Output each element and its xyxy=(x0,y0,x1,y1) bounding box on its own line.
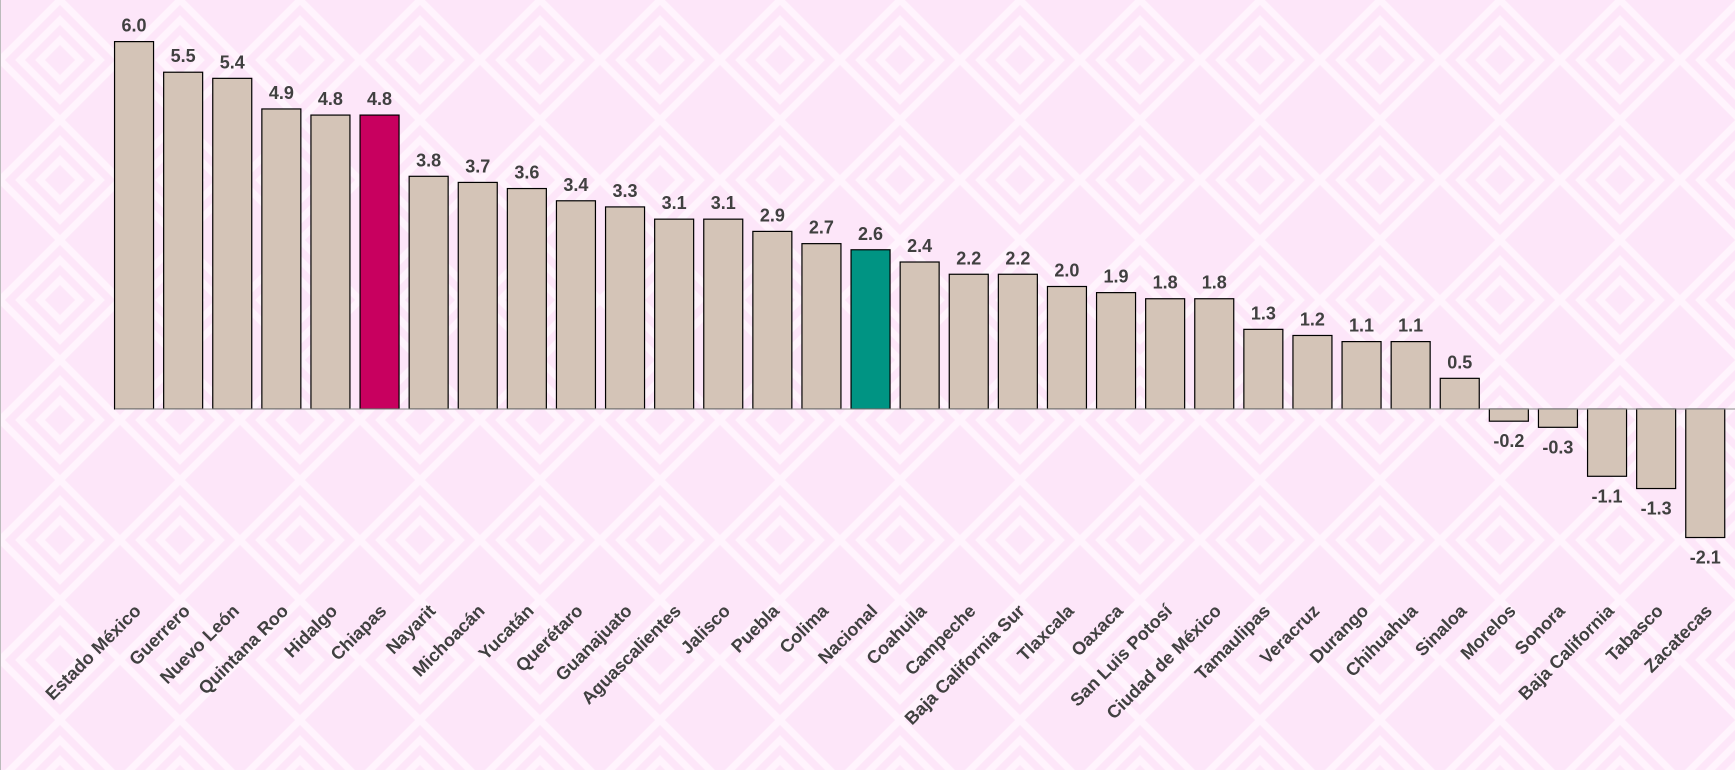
value-label: 2.0 xyxy=(1054,261,1079,281)
value-label: 3.4 xyxy=(563,175,588,195)
bar xyxy=(752,230,793,410)
value-label: 2.4 xyxy=(907,236,932,256)
bar xyxy=(555,200,597,410)
bar xyxy=(1145,298,1186,410)
value-label: 1.2 xyxy=(1300,309,1325,329)
value-label: 3.8 xyxy=(416,150,441,170)
bar xyxy=(997,273,1038,410)
value-label: 2.9 xyxy=(760,205,785,225)
bar xyxy=(899,261,940,410)
bar xyxy=(1194,298,1235,410)
value-label: 3.3 xyxy=(613,181,638,201)
value-label: 3.1 xyxy=(711,193,736,213)
value-label: 1.8 xyxy=(1153,273,1178,293)
value-label: 3.6 xyxy=(514,163,539,183)
value-label: -0.2 xyxy=(1493,431,1524,451)
bar xyxy=(1586,408,1628,477)
bar xyxy=(408,175,449,410)
value-label: 1.3 xyxy=(1251,303,1276,323)
bar xyxy=(1095,292,1137,410)
bar xyxy=(1439,377,1480,410)
bar xyxy=(654,218,695,410)
value-label: -1.3 xyxy=(1641,499,1672,519)
value-label: 3.7 xyxy=(465,156,490,176)
value-label: 6.0 xyxy=(122,16,147,36)
value-label: 1.9 xyxy=(1104,267,1129,287)
bar xyxy=(310,114,351,410)
bar xyxy=(506,187,547,410)
bar xyxy=(801,243,842,410)
bar xyxy=(212,77,253,410)
value-label: 5.4 xyxy=(220,52,245,72)
bar xyxy=(703,218,744,410)
bar xyxy=(113,41,155,410)
value-label: -0.3 xyxy=(1542,437,1573,457)
value-label: 4.9 xyxy=(269,83,294,103)
value-label: 3.1 xyxy=(662,193,687,213)
bar xyxy=(1341,341,1382,410)
bar xyxy=(604,206,646,410)
bar xyxy=(1636,408,1677,490)
bar xyxy=(850,249,891,410)
bar xyxy=(1243,328,1284,410)
value-label: 4.8 xyxy=(318,89,343,109)
bar xyxy=(1292,334,1333,410)
bar xyxy=(261,108,302,410)
value-label: 2.6 xyxy=(858,224,883,244)
bar xyxy=(1390,341,1431,410)
value-label: 2.2 xyxy=(1005,248,1030,268)
value-label: 5.5 xyxy=(171,46,196,66)
bar xyxy=(1685,408,1726,539)
value-label: 1.1 xyxy=(1349,316,1374,336)
bar xyxy=(359,114,400,410)
value-label: 4.8 xyxy=(367,89,392,109)
value-label: -1.1 xyxy=(1592,486,1623,506)
bar xyxy=(1046,285,1088,410)
bar xyxy=(457,181,498,410)
value-label: 1.8 xyxy=(1202,273,1227,293)
bar xyxy=(1537,408,1579,428)
value-label: -2.1 xyxy=(1690,548,1721,568)
value-label: 2.2 xyxy=(956,248,981,268)
value-label: 0.5 xyxy=(1447,352,1472,372)
bar xyxy=(1488,408,1529,422)
bar xyxy=(163,71,204,410)
value-label: 2.7 xyxy=(809,218,834,238)
bar xyxy=(948,273,989,410)
value-label: 1.1 xyxy=(1398,316,1423,336)
